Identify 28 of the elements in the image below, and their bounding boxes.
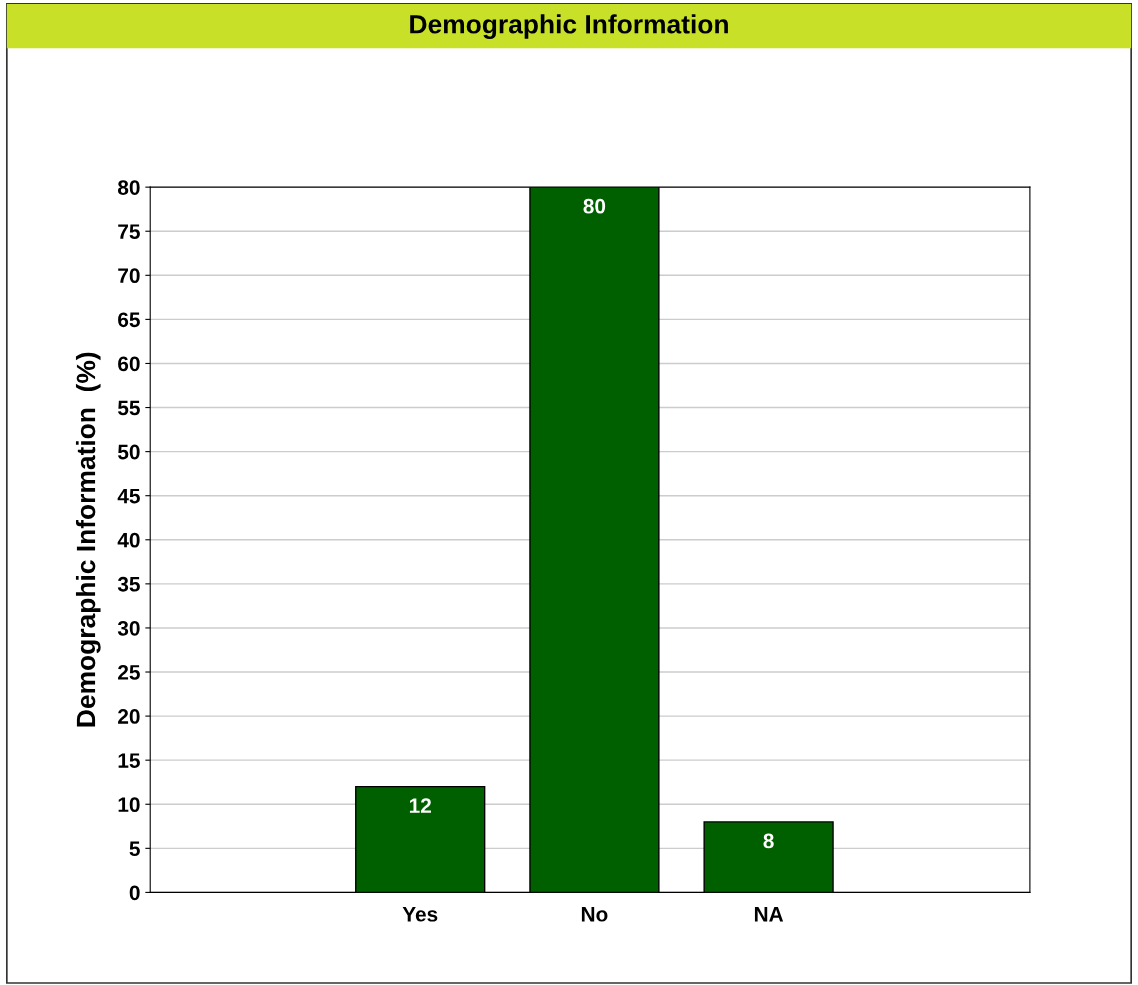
y-tick-label: 30 bbox=[117, 620, 140, 636]
chart-title: Demographic Information bbox=[410, 14, 728, 39]
y-tick-label: 40 bbox=[117, 532, 140, 548]
y-tick-label: 10 bbox=[118, 797, 140, 813]
x-tick-label: NA bbox=[754, 907, 784, 922]
bar bbox=[529, 187, 660, 893]
bar bbox=[355, 785, 486, 893]
y-tick-label: 25 bbox=[118, 665, 140, 680]
y-tick-label: 45 bbox=[117, 488, 140, 504]
y-tick-label: 65 bbox=[118, 312, 140, 328]
y-tick-label: 5 bbox=[129, 841, 140, 857]
x-tick-label: Yes bbox=[402, 907, 438, 922]
data-label: 8 bbox=[763, 833, 774, 849]
bar bbox=[703, 821, 834, 893]
y-tick-label: 55 bbox=[117, 400, 140, 416]
y-tick-label: 75 bbox=[118, 224, 140, 239]
y-tick-label: 15 bbox=[118, 753, 140, 768]
y-tick-label: 0 bbox=[129, 885, 140, 901]
y-tick-label: 35 bbox=[117, 576, 140, 592]
y-axis-title: Demographic Information (%) bbox=[75, 352, 101, 727]
y-tick-label: 60 bbox=[118, 356, 140, 372]
y-tick-label: 20 bbox=[118, 709, 140, 724]
y-tick-label: 50 bbox=[117, 444, 140, 460]
x-tick-label: No bbox=[581, 907, 608, 922]
y-tick-label: 80 bbox=[117, 180, 140, 195]
data-label: 80 bbox=[583, 198, 606, 214]
y-tick-label: 70 bbox=[118, 268, 140, 284]
data-label: 12 bbox=[409, 798, 431, 813]
